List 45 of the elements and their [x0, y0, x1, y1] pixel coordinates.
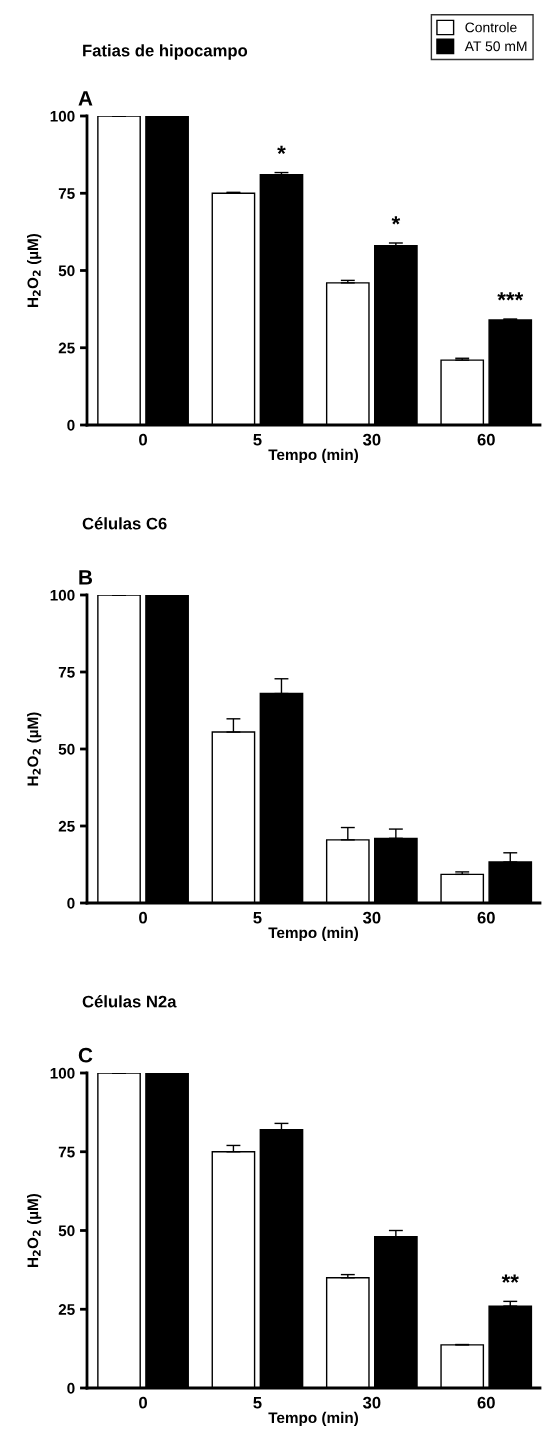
y-tick-label: 0 [67, 897, 75, 909]
x-tick-label: 60 [477, 433, 495, 446]
y-tick-label: 50 [58, 1225, 75, 1237]
annotation: *** [497, 292, 524, 301]
x-tick-label: 5 [253, 911, 262, 924]
y-tick-label: 75 [58, 188, 75, 199]
x-tick-label: 0 [139, 1396, 147, 1409]
chart-title: Fatias de hipocampo [83, 44, 248, 60]
x-tick-label: 30 [362, 1396, 381, 1409]
x-tick-label: 5 [253, 1396, 262, 1409]
annotation: * [277, 145, 286, 154]
y-tick-label: 50 [58, 743, 75, 755]
x-tick-label: 60 [477, 1396, 495, 1409]
text: B [79, 570, 93, 585]
y-tick-label: 75 [58, 667, 75, 678]
annotation: ** [501, 1274, 519, 1283]
y-tick-label: 25 [58, 820, 75, 832]
y-tick-label: 100 [50, 1067, 75, 1079]
x-tick-label: 0 [139, 433, 147, 446]
y-tick-label: 50 [58, 265, 75, 277]
x-tick-label: 0 [139, 911, 147, 924]
y-axis-title: H$_{2}$O$_{2}$ (µM) [27, 233, 42, 307]
y-tick-label: 100 [50, 110, 75, 122]
text: C [78, 1047, 93, 1063]
x-axis-title: Tempo (min) [268, 448, 359, 464]
y-axis-title: H$_{2}$O$_{2}$ (µM) [27, 712, 42, 786]
x-tick-label: 30 [362, 433, 381, 446]
annotation: * [391, 216, 401, 225]
chart-title: Células C6 [82, 517, 167, 530]
y-tick-label: 0 [67, 419, 75, 431]
legend-label: Controle [465, 22, 517, 33]
y-tick-label: 0 [67, 1382, 75, 1394]
legend-label: AT 50 mM [464, 41, 527, 52]
y-tick-label: 25 [58, 342, 75, 354]
y-tick-label: 75 [58, 1146, 75, 1158]
y-tick-label: 25 [58, 1304, 75, 1315]
chart-title: Células N2a [82, 995, 177, 1008]
x-axis-title: Tempo (min) [268, 926, 359, 942]
x-tick-label: 60 [477, 911, 495, 924]
y-tick-label: 100 [50, 589, 75, 601]
x-tick-label: 30 [362, 911, 381, 924]
y-axis-title: H$_{2}$O$_{2}$ (µM) [27, 1193, 42, 1267]
x-axis-title: Tempo (min) [268, 1411, 359, 1427]
text: A [78, 91, 93, 106]
x-tick-label: 5 [253, 433, 262, 446]
